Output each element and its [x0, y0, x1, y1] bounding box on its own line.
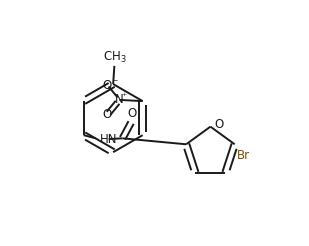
Text: HN: HN: [99, 133, 117, 146]
Text: $^-$: $^-$: [111, 77, 119, 86]
Text: O: O: [127, 107, 136, 120]
Text: Br: Br: [237, 149, 250, 162]
Text: $^+$: $^+$: [120, 91, 128, 100]
Text: O: O: [103, 108, 112, 121]
Text: O: O: [103, 79, 112, 92]
Text: O: O: [215, 118, 224, 131]
Text: CH$_3$: CH$_3$: [103, 49, 126, 65]
Text: N: N: [115, 93, 124, 106]
